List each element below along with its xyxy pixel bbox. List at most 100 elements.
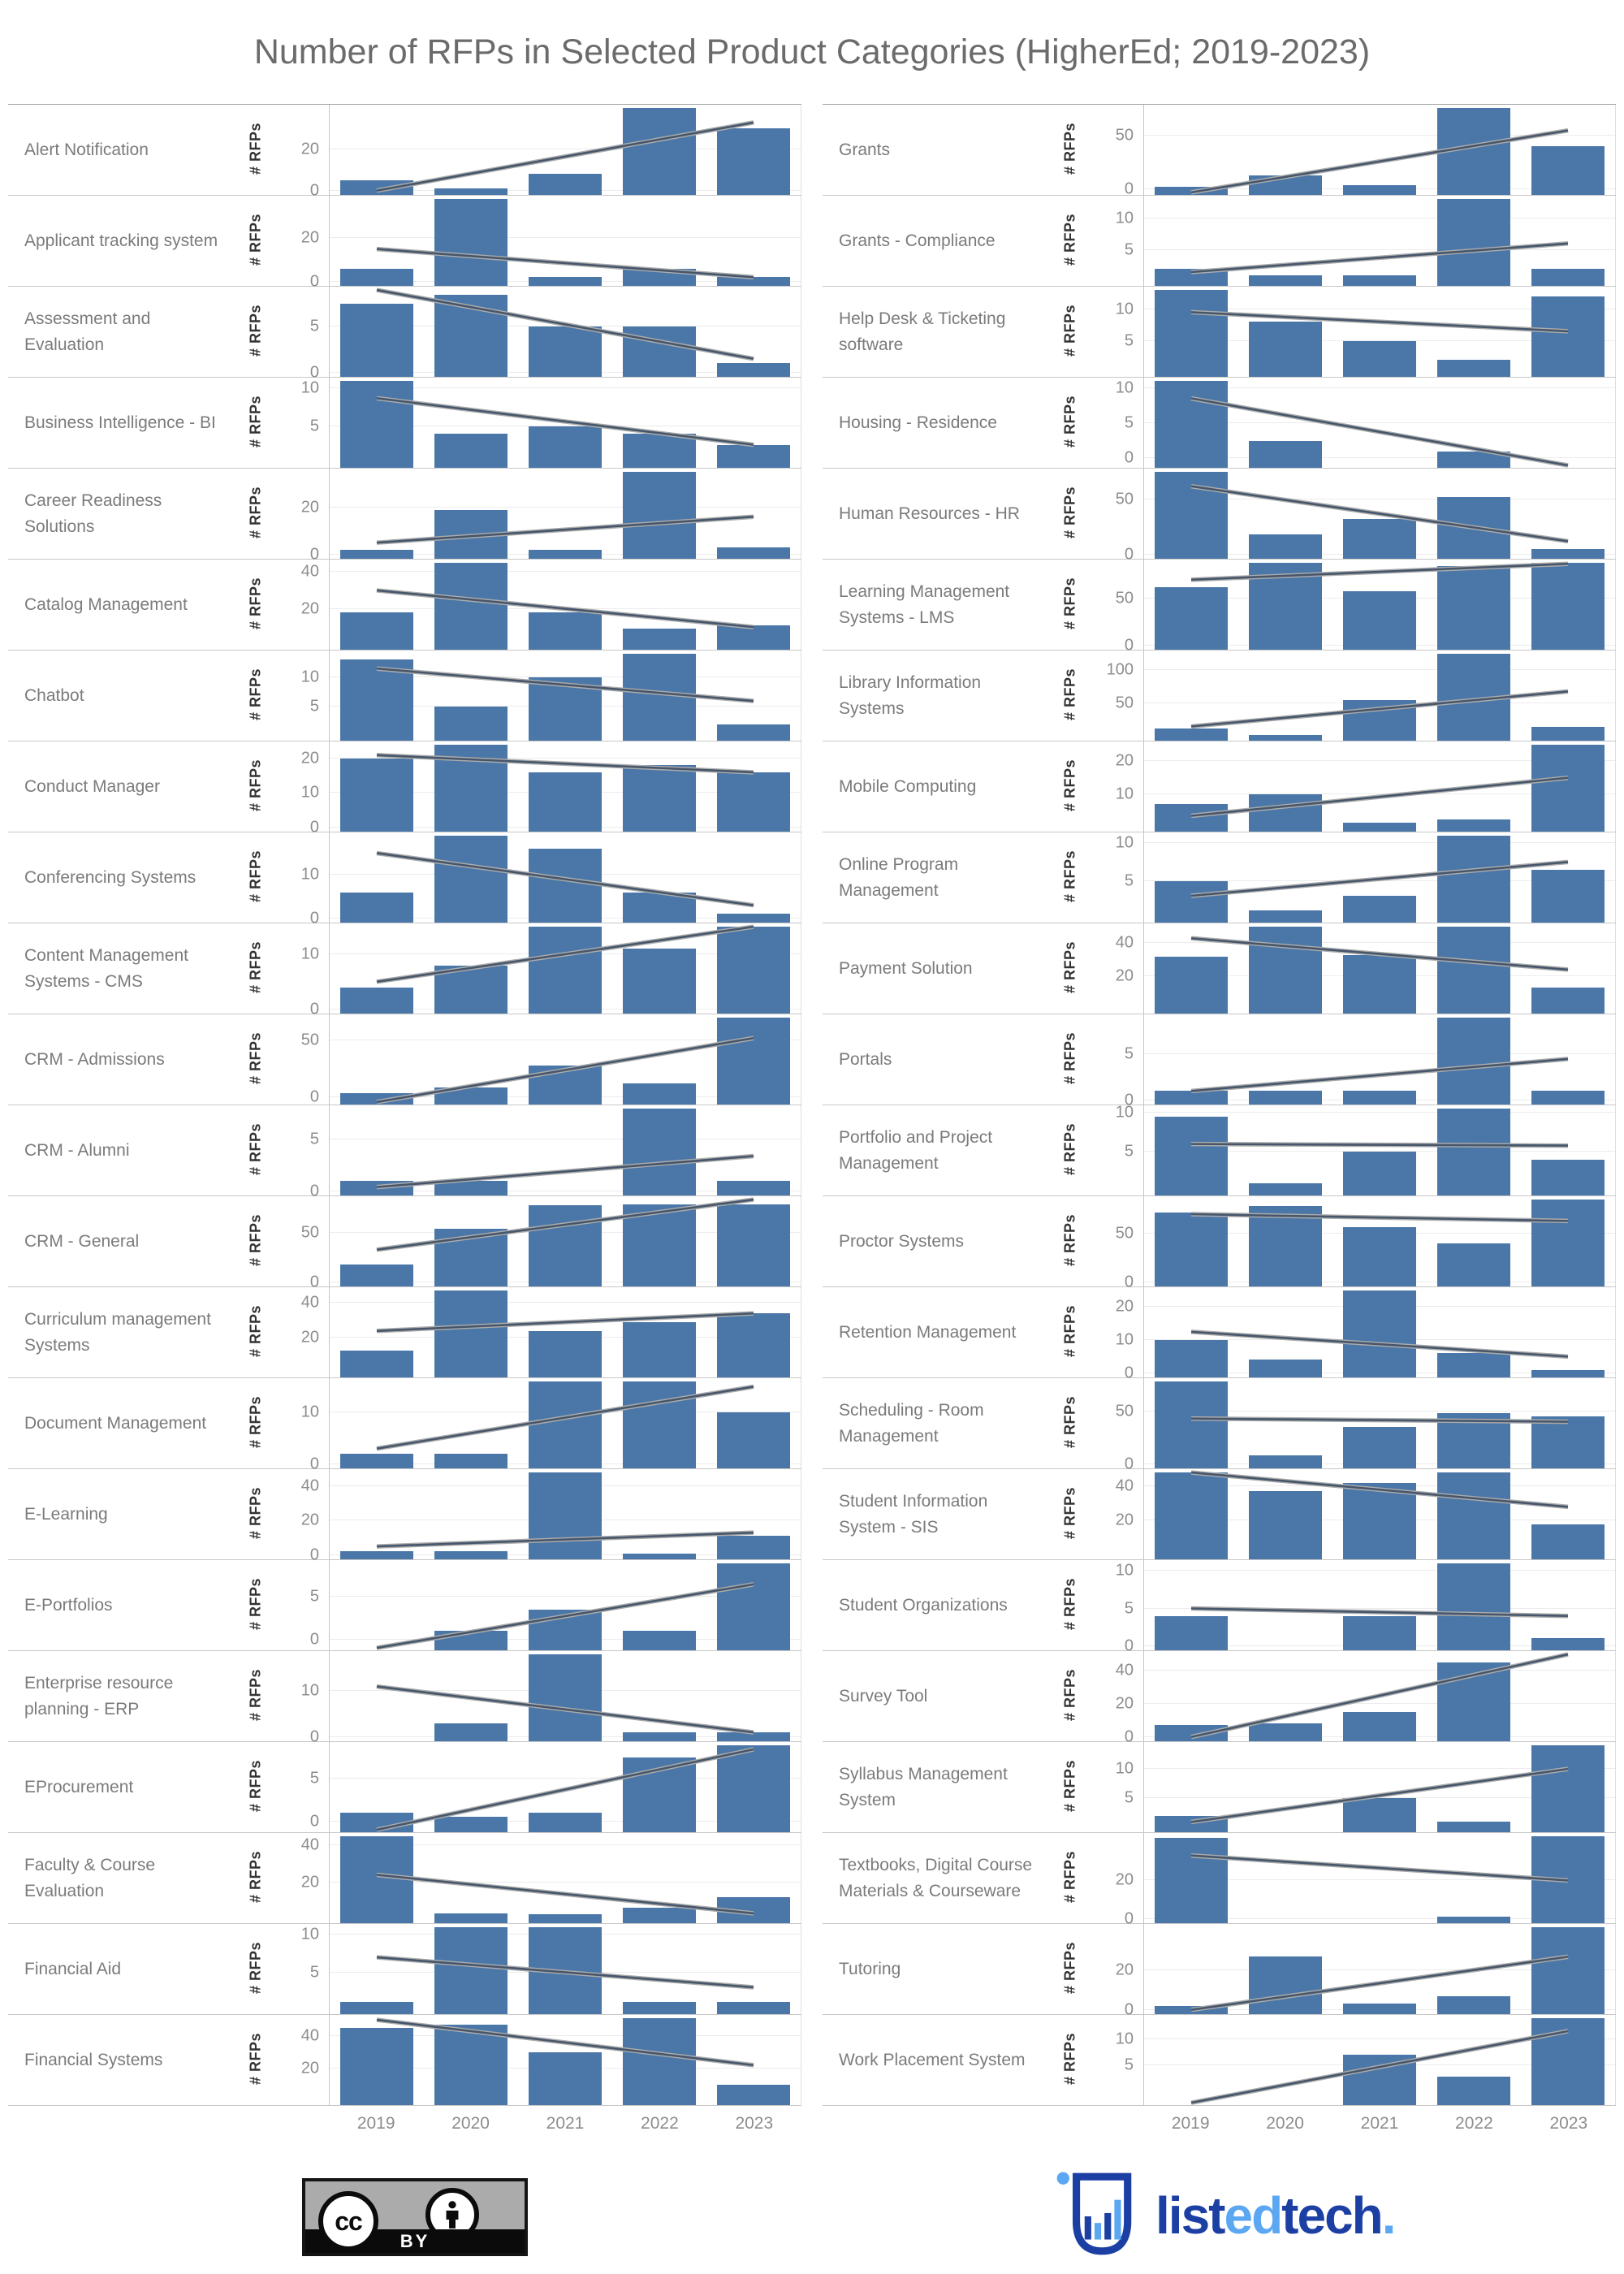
plot-area <box>329 1833 801 1923</box>
bar-2023 <box>1531 296 1605 377</box>
gridline <box>330 571 801 573</box>
y-tick-label: 10 <box>300 668 319 686</box>
y-tick-label: 10 <box>1115 300 1134 318</box>
y-axis-title: # RFPs <box>247 122 264 175</box>
y-axis-title: # RFPs <box>247 1850 264 1903</box>
bar-2022 <box>623 1109 696 1195</box>
plot-area <box>329 378 801 468</box>
x-tick-label: 2023 <box>735 2114 774 2133</box>
wordmark-part2: ed <box>1224 2186 1283 2245</box>
y-tick-label: 40 <box>300 1293 319 1312</box>
trend-line <box>330 1287 801 1377</box>
y-tick-label: 20 <box>1115 1870 1134 1889</box>
trend-line <box>330 105 801 195</box>
bar-2023 <box>717 1412 790 1468</box>
trend-line <box>330 287 801 377</box>
category-label: Tutoring <box>839 1959 901 1978</box>
bar-2021 <box>529 1330 602 1377</box>
bar-2022 <box>1437 819 1510 832</box>
y-tick-label: 20 <box>1115 1694 1134 1713</box>
trend-line <box>330 1560 801 1650</box>
category-panel: Learning Management Systems - LMS # RFPs 0… <box>823 560 1616 654</box>
x-tick-label: 2021 <box>546 2114 585 2133</box>
bar-2022 <box>1437 1109 1510 1195</box>
bar-2019 <box>340 987 413 1014</box>
bar-2020 <box>434 1551 508 1559</box>
y-axis: # RFPs 50 100 <box>1052 651 1143 741</box>
bar-2021 <box>529 1381 602 1468</box>
bar-2023 <box>1531 1927 1605 2014</box>
plot-area <box>1143 1469 1616 1559</box>
bar-2021 <box>529 772 602 832</box>
category-panel: Conduct Manager # RFPs 0 10 20 <box>8 741 801 836</box>
bar-2023 <box>1531 1638 1605 1650</box>
bar-2023 <box>717 1313 790 1377</box>
y-axis: # RFPs 0 50 <box>1052 105 1143 197</box>
category-label: Grants <box>839 140 891 159</box>
category-label: E-Learning <box>24 1504 108 1524</box>
y-tick-label: 20 <box>300 2059 319 2077</box>
y-tick-label: 10 <box>1115 209 1134 227</box>
y-tick-label: 20 <box>300 1873 319 1891</box>
category-label: Catalog Management <box>24 594 188 614</box>
category-label: Student Organizations <box>839 1595 1008 1615</box>
gridline <box>1144 1768 1615 1770</box>
y-tick-label: 10 <box>300 1681 319 1700</box>
y-axis: # RFPs 0 5 <box>238 287 329 381</box>
small-multiples-grid: Alert Notification # RFPs 0 20 Applicant tra… <box>8 104 1616 2143</box>
bar-2019 <box>1155 1838 1228 1923</box>
plot-area <box>329 1196 801 1286</box>
category-label: Human Resources - HR <box>839 504 1020 523</box>
plot-area <box>1143 2015 1616 2105</box>
y-axis: # RFPs 5 10 <box>1052 196 1143 286</box>
category-panel: Content Management Systems - CMS # RFPs 0 1… <box>8 923 801 1018</box>
category-label: Career Readiness Solutions <box>24 491 162 536</box>
y-axis: # RFPs 0 5 10 <box>1052 1560 1143 1654</box>
y-tick-label: 50 <box>300 1223 319 1242</box>
y-axis-title: # RFPs <box>247 2032 264 2085</box>
bar-2019 <box>1155 1381 1228 1468</box>
y-tick-label: 5 <box>1124 240 1134 259</box>
bar-2020 <box>434 199 508 286</box>
category-label: Retention Management <box>839 1322 1017 1342</box>
category-label: Applicant tracking system <box>24 231 218 250</box>
bar-2022 <box>623 629 696 650</box>
gridline <box>1144 1053 1615 1055</box>
y-axis-title: # RFPs <box>1061 940 1078 993</box>
gridline <box>330 506 801 508</box>
bar-2020 <box>1249 440 1322 468</box>
x-tick-label: 2022 <box>641 2114 679 2133</box>
bar-2019 <box>340 759 413 832</box>
category-label: CRM - Admissions <box>24 1049 165 1069</box>
trend-line <box>1144 287 1615 377</box>
y-axis: # RFPs 0 10 <box>238 923 329 1018</box>
cc-icon: cc <box>318 2191 378 2251</box>
bar-2021 <box>1343 822 1416 832</box>
wordmark-part1: list <box>1155 2186 1225 2245</box>
category-panel: Enterprise resource planning - ERP # RFPs… <box>8 1651 801 1745</box>
plot-area <box>1143 469 1616 559</box>
trend-line <box>1144 378 1615 468</box>
bar-2019 <box>1155 1116 1228 1195</box>
bar-2023 <box>1531 548 1605 559</box>
gridline <box>1144 793 1615 795</box>
category-label: Financial Systems <box>24 2050 163 2069</box>
gridline <box>1144 457 1615 459</box>
category-label: Payment Solution <box>839 958 973 978</box>
category-label: Financial Aid <box>24 1959 122 1978</box>
category-panel: Business Intelligence - BI # RFPs 5 10 <box>8 378 801 469</box>
category-panel: Payment Solution # RFPs 20 40 <box>823 923 1616 1014</box>
bar-2023 <box>717 277 790 286</box>
bar-2022 <box>623 1322 696 1377</box>
y-tick-label: 5 <box>1124 1142 1134 1161</box>
category-panel: Assessment and Evaluation # RFPs 0 5 <box>8 287 801 381</box>
plot-area <box>329 1287 801 1377</box>
bar-2023 <box>1531 1200 1605 1286</box>
y-axis-title: # RFPs <box>247 940 264 993</box>
bar-2021 <box>1343 1091 1416 1105</box>
category-label: Online Program Management <box>839 855 959 900</box>
category-panel: Help Desk & Ticketing software # RFPs 5 10 <box>823 287 1616 378</box>
plot-area <box>1143 832 1616 923</box>
y-axis-title: # RFPs <box>247 486 264 538</box>
bar-2020 <box>1249 1183 1322 1195</box>
